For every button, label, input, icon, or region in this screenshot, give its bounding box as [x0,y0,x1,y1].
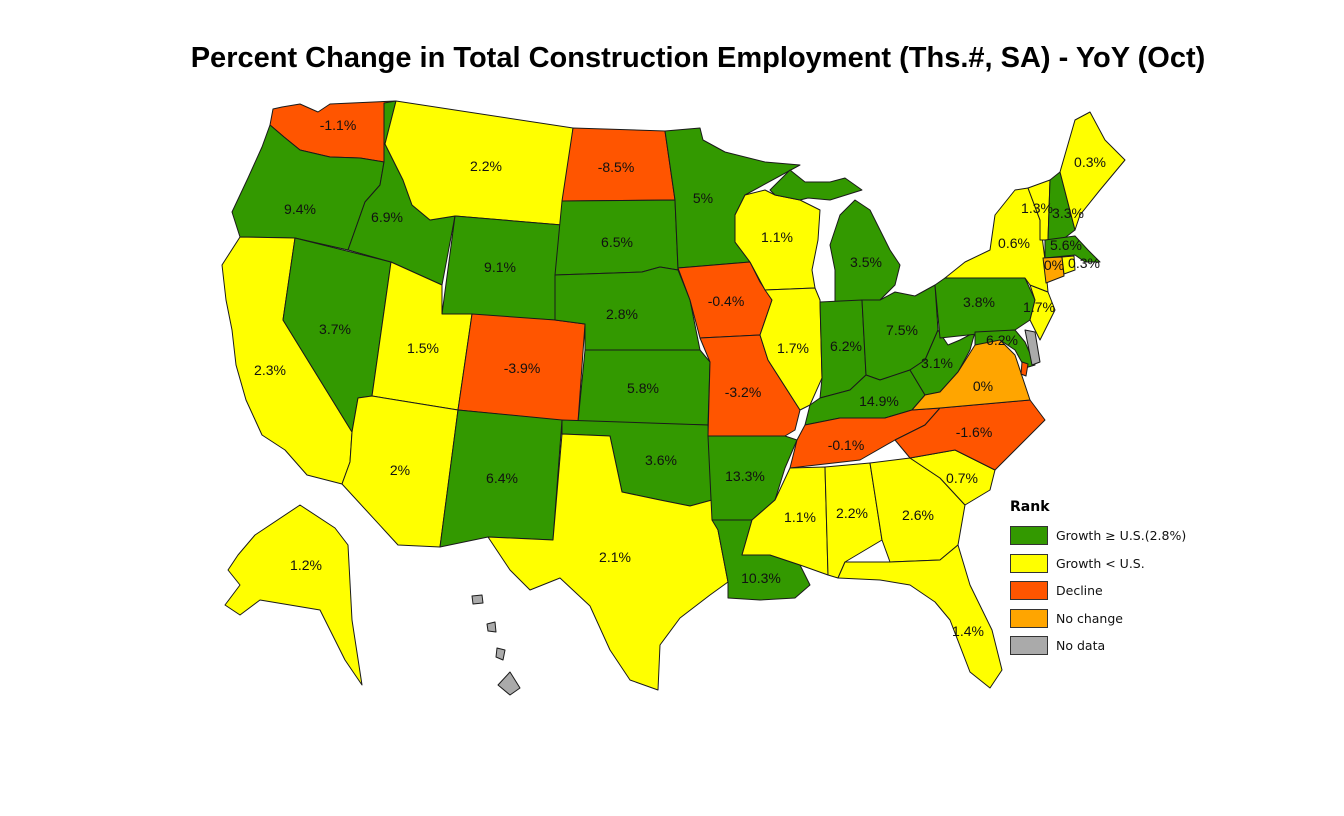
label-NY: 0.6% [998,235,1030,251]
label-WV: 3.1% [921,355,953,371]
label-SC: 0.7% [946,470,978,486]
label-NV: 3.7% [319,321,351,337]
label-WA: -1.1% [320,117,357,133]
label-UT: 1.5% [407,340,439,356]
state-AK[interactable] [224,504,363,686]
state-HI-island-maui[interactable] [495,647,506,661]
state-NH[interactable] [1047,171,1076,241]
state-RI[interactable] [1061,255,1076,275]
legend-label: Growth ≥ U.S.(2.8%) [1056,528,1187,544]
state-ME[interactable] [1059,111,1126,231]
label-OR: 9.4% [284,201,316,217]
state-WV[interactable] [909,329,976,396]
label-VT: 1.3% [1021,200,1053,216]
state-VT[interactable] [1027,179,1051,241]
label-ME: 0.3% [1074,154,1106,170]
label-AL: 2.2% [836,505,868,521]
legend-item-decline: Decline [1010,577,1186,605]
label-MS: 1.1% [784,509,816,525]
label-OK: 3.6% [645,452,677,468]
state-TX[interactable] [487,433,729,691]
legend-item-no-change: No change [1010,605,1186,633]
label-MN: 5% [693,190,713,206]
label-KS: 5.8% [627,380,659,396]
label-CA: 2.3% [254,362,286,378]
label-PA: 3.8% [963,294,995,310]
legend-swatch [1010,636,1048,656]
state-NC[interactable] [894,399,1046,471]
legend-item-growth-ge-us: Growth ≥ U.S.(2.8%) [1010,522,1186,550]
label-IA: -0.4% [708,293,745,309]
state-HI[interactable] [497,671,521,696]
legend-label: Growth < U.S. [1056,555,1145,571]
state-DE[interactable] [1024,329,1041,366]
label-KY: 14.9% [859,393,899,409]
state-DC[interactable] [1020,361,1029,377]
legend-swatch [1010,608,1048,628]
legend-swatch [1010,581,1048,601]
map-title: Percent Change in Total Construction Emp… [190,42,1206,74]
label-MI: 3.5% [850,254,882,270]
label-MA: 5.6% [1050,237,1082,253]
label-WI: 1.1% [761,229,793,245]
label-IL: 1.7% [777,340,809,356]
label-ID: 6.9% [371,209,403,225]
state-HI-island-oahu[interactable] [486,621,497,633]
label-MO: -3.2% [725,384,762,400]
legend-swatch [1010,553,1048,573]
label-NJ: 1.7% [1023,299,1055,315]
legend: Rank Growth ≥ U.S.(2.8%) Growth < U.S. D… [1010,499,1186,660]
state-FL[interactable] [837,544,1003,689]
label-GA: 2.6% [902,507,934,523]
label-CT: 0% [1044,257,1064,273]
legend-label: No change [1056,610,1123,626]
state-NE[interactable] [554,266,701,351]
state-WI[interactable] [734,189,821,291]
label-NE: 2.8% [606,306,638,322]
label-AR: 13.3% [725,468,765,484]
state-MI-upper[interactable] [769,169,863,201]
label-AZ: 2% [390,462,410,478]
state-CT[interactable] [1042,256,1065,284]
label-MD: 6.2% [986,332,1018,348]
label-FL: 1.4% [952,623,984,639]
state-CO[interactable] [457,313,586,423]
label-LA: 10.3% [741,570,781,586]
label-CO: -3.9% [504,360,541,376]
state-HI-island-kauai[interactable] [471,594,484,605]
label-NM: 6.4% [486,470,518,486]
label-IN: 6.2% [830,338,862,354]
label-SD: 6.5% [601,234,633,250]
label-RI: 0.3% [1068,255,1100,271]
label-OH: 7.5% [886,322,918,338]
state-IL[interactable] [759,287,823,411]
label-MT: 2.2% [470,158,502,174]
label-AK: 1.2% [290,557,322,573]
legend-label: Decline [1056,583,1103,599]
label-VA: 0% [973,378,993,394]
state-MI[interactable] [829,199,901,303]
legend-swatch [1010,526,1048,546]
label-WY: 9.1% [484,259,516,275]
label-NC: -1.6% [956,424,993,440]
legend-item-growth-lt-us: Growth < U.S. [1010,550,1186,578]
legend-title: Rank [1010,499,1050,515]
legend-label: No data [1056,638,1106,654]
label-NH: 3.3% [1052,205,1084,221]
label-TX: 2.1% [599,549,631,565]
label-TN: -0.1% [828,437,865,453]
legend-item-no-data: No data [1010,632,1186,660]
label-ND: -8.5% [598,159,635,175]
